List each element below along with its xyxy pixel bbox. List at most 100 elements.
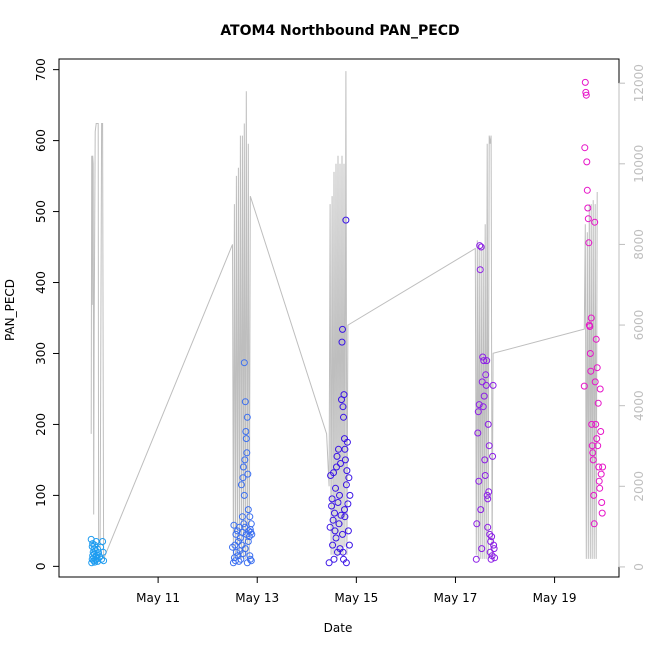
- data-point: [345, 474, 353, 482]
- series-4: [472, 242, 499, 563]
- data-point: [336, 491, 343, 499]
- data-point: [589, 456, 597, 464]
- data-point: [491, 554, 499, 562]
- data-point: [231, 541, 239, 549]
- y2-tick-label: 2000: [632, 471, 646, 502]
- data-point: [478, 545, 486, 553]
- data-point: [482, 381, 490, 389]
- data-point: [345, 541, 353, 549]
- data-point: [587, 314, 595, 322]
- data-point: [344, 500, 352, 508]
- y2-tick-label: 0: [632, 563, 646, 571]
- data-point: [479, 403, 487, 411]
- data-point: [98, 555, 106, 563]
- data-point: [582, 88, 590, 96]
- y2-tick-label: 10000: [632, 145, 646, 183]
- data-point: [89, 540, 97, 548]
- x-axis-label: Date: [324, 621, 353, 635]
- data-point: [343, 438, 351, 446]
- data-point: [587, 367, 595, 375]
- data-point: [341, 506, 348, 514]
- data-point: [232, 530, 240, 538]
- data-point: [586, 350, 594, 357]
- x-tick-label: May 17: [434, 591, 478, 605]
- data-point: [330, 555, 338, 563]
- data-point: [489, 452, 497, 460]
- data-point: [475, 401, 483, 409]
- data-point: [480, 357, 488, 365]
- data-point: [472, 555, 480, 563]
- y-tick-label: 200: [34, 413, 48, 436]
- y-tick-label: 300: [34, 342, 48, 365]
- data-point: [586, 323, 594, 330]
- data-point: [484, 523, 492, 531]
- data-point: [248, 530, 256, 538]
- data-point: [343, 467, 351, 475]
- data-point: [234, 538, 242, 545]
- data-point: [590, 520, 598, 528]
- data-point: [581, 78, 589, 86]
- data-point: [480, 392, 488, 400]
- data-point: [346, 491, 354, 499]
- data-point: [242, 435, 250, 443]
- data-point: [100, 557, 108, 565]
- data-point: [240, 520, 248, 528]
- data-point: [593, 435, 601, 443]
- data-point: [99, 548, 107, 556]
- y-tick-label: 100: [34, 484, 48, 507]
- data-point: [595, 477, 603, 485]
- data-point: [341, 513, 349, 521]
- data-point: [241, 398, 249, 406]
- data-point: [486, 530, 494, 538]
- data-point: [243, 449, 251, 457]
- data-point: [238, 513, 246, 521]
- data-point: [474, 408, 482, 416]
- y2-tick-label: 6000: [632, 310, 646, 341]
- data-point: [244, 470, 252, 478]
- series-2: [229, 359, 256, 567]
- data-point: [247, 520, 255, 528]
- data-point: [339, 403, 347, 411]
- data-point: [337, 460, 344, 467]
- data-point: [476, 242, 484, 250]
- data-point: [342, 559, 350, 567]
- data-point: [233, 527, 241, 535]
- data-point: [599, 463, 607, 471]
- chart-title: ATOM4 Northbound PAN_PECD: [220, 23, 459, 39]
- data-point: [341, 445, 349, 453]
- data-point: [475, 477, 483, 485]
- y2-tick-label: 4000: [632, 390, 646, 421]
- data-point: [332, 484, 339, 492]
- data-point: [96, 553, 104, 561]
- data-point: [488, 533, 496, 541]
- data-point: [335, 520, 343, 528]
- data-point: [325, 559, 333, 567]
- y-axis-label: PAN_PECD: [3, 279, 17, 341]
- y-tick-label: 600: [34, 129, 48, 152]
- x-tick-label: May 19: [533, 591, 577, 605]
- data-point: [490, 545, 498, 553]
- data-point: [477, 506, 485, 514]
- data-point: [597, 428, 605, 435]
- data-point: [486, 548, 494, 556]
- data-point: [246, 555, 254, 563]
- data-point: [589, 449, 597, 457]
- data-point: [342, 216, 350, 224]
- data-point: [339, 530, 346, 538]
- data-point: [232, 548, 240, 556]
- data-point: [246, 552, 254, 560]
- data-point: [596, 484, 604, 492]
- data-point: [479, 353, 487, 361]
- data-point: [340, 391, 348, 399]
- data-point: [330, 469, 337, 477]
- data-point: [341, 456, 349, 464]
- y2-tick-label: 12000: [632, 64, 646, 102]
- data-point: [597, 470, 605, 478]
- data-point: [243, 413, 251, 421]
- data-point: [339, 548, 347, 556]
- data-point: [590, 491, 598, 499]
- data-point: [596, 385, 604, 393]
- data-point: [235, 523, 243, 531]
- data-point: [583, 158, 591, 166]
- data-point: [342, 481, 350, 489]
